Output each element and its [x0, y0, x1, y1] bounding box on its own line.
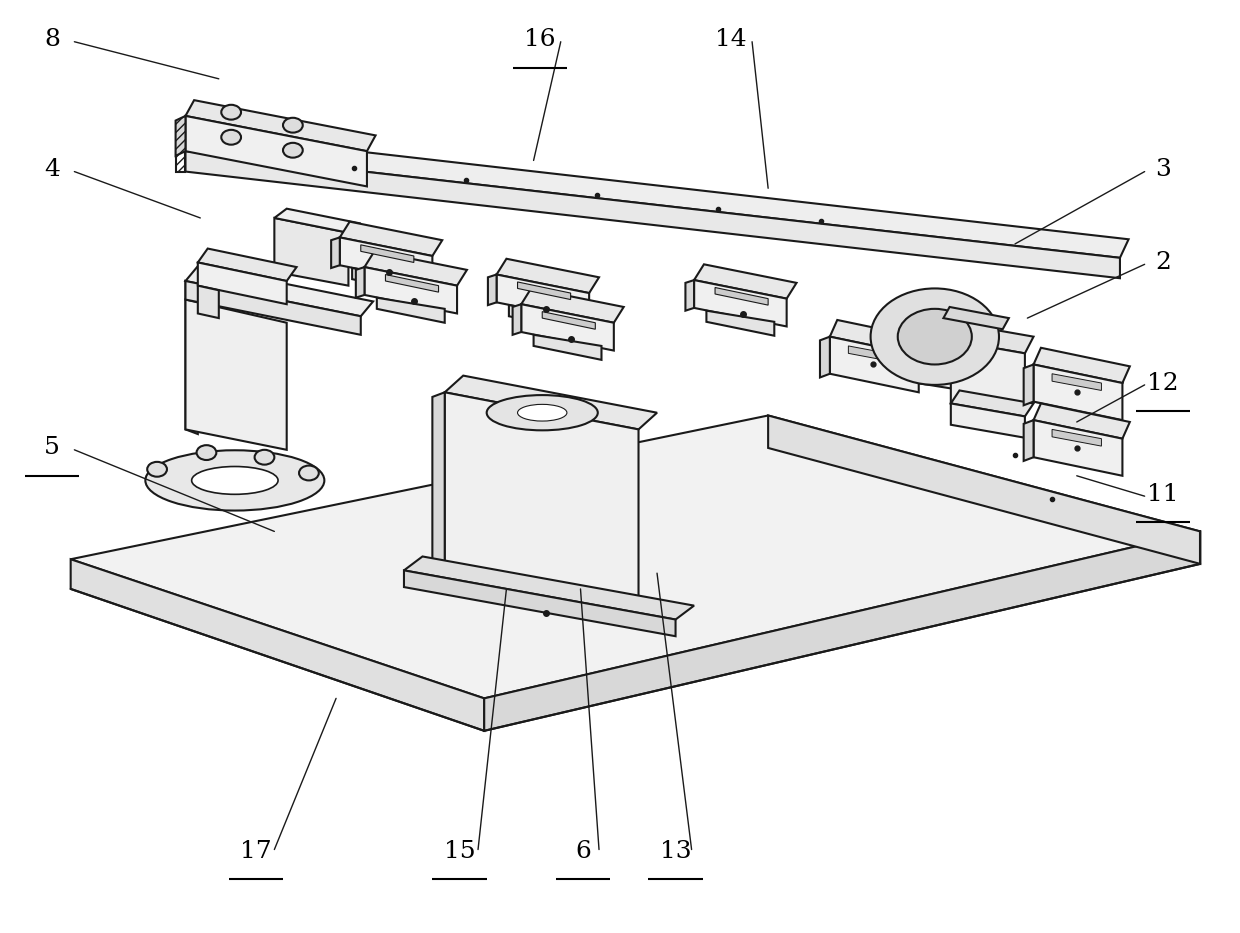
Ellipse shape: [486, 395, 598, 430]
Text: 5: 5: [45, 437, 60, 459]
Polygon shape: [340, 237, 433, 284]
Circle shape: [283, 118, 303, 132]
Polygon shape: [487, 274, 496, 305]
Circle shape: [148, 462, 167, 477]
Polygon shape: [186, 281, 361, 335]
Text: 16: 16: [525, 28, 556, 51]
Text: 17: 17: [241, 840, 272, 863]
Polygon shape: [842, 340, 1122, 397]
Polygon shape: [820, 337, 830, 378]
Polygon shape: [512, 304, 521, 335]
Polygon shape: [768, 415, 1200, 564]
Polygon shape: [186, 281, 198, 434]
Text: 11: 11: [1147, 482, 1179, 506]
Polygon shape: [848, 346, 898, 363]
Polygon shape: [186, 116, 367, 187]
Polygon shape: [386, 274, 439, 292]
Text: 15: 15: [444, 840, 475, 863]
Polygon shape: [842, 354, 1114, 414]
Polygon shape: [951, 403, 1025, 438]
Polygon shape: [186, 100, 376, 151]
Polygon shape: [377, 298, 445, 323]
Polygon shape: [274, 218, 348, 285]
Polygon shape: [830, 320, 926, 355]
Polygon shape: [951, 324, 1033, 354]
Polygon shape: [542, 312, 595, 329]
Circle shape: [898, 309, 972, 365]
Polygon shape: [331, 237, 340, 268]
Text: 3: 3: [1156, 159, 1171, 181]
Polygon shape: [484, 532, 1200, 731]
Polygon shape: [951, 341, 1025, 416]
Polygon shape: [361, 244, 414, 262]
Polygon shape: [1033, 348, 1130, 383]
Polygon shape: [1033, 420, 1122, 476]
Polygon shape: [365, 267, 458, 313]
Polygon shape: [694, 280, 786, 327]
Polygon shape: [71, 559, 484, 731]
Polygon shape: [404, 570, 676, 636]
Polygon shape: [198, 262, 286, 304]
Polygon shape: [176, 151, 186, 172]
Circle shape: [283, 143, 303, 158]
Polygon shape: [694, 264, 796, 299]
Ellipse shape: [145, 451, 325, 510]
Polygon shape: [1024, 365, 1033, 405]
Polygon shape: [71, 415, 1200, 699]
Polygon shape: [1033, 365, 1122, 420]
Polygon shape: [356, 267, 365, 298]
Text: 13: 13: [660, 840, 692, 863]
Polygon shape: [186, 299, 286, 450]
Polygon shape: [1033, 403, 1130, 439]
Circle shape: [221, 104, 241, 119]
Polygon shape: [951, 390, 1033, 416]
Circle shape: [299, 466, 319, 480]
Polygon shape: [1052, 374, 1101, 390]
Polygon shape: [715, 287, 768, 305]
Ellipse shape: [517, 404, 567, 421]
Polygon shape: [186, 132, 1128, 258]
Polygon shape: [830, 337, 919, 392]
Circle shape: [870, 288, 999, 385]
Text: 6: 6: [575, 840, 591, 863]
Circle shape: [221, 130, 241, 145]
Polygon shape: [496, 258, 599, 293]
Text: 2: 2: [1156, 251, 1171, 274]
Text: 14: 14: [715, 28, 746, 51]
Text: 8: 8: [45, 28, 60, 51]
Text: 12: 12: [1147, 371, 1179, 395]
Polygon shape: [533, 335, 601, 360]
Polygon shape: [508, 305, 577, 330]
Polygon shape: [186, 151, 1120, 278]
Polygon shape: [496, 274, 589, 321]
Polygon shape: [944, 307, 1009, 329]
Polygon shape: [352, 268, 420, 293]
Polygon shape: [521, 304, 614, 351]
Polygon shape: [1024, 420, 1033, 461]
Polygon shape: [176, 116, 186, 156]
Polygon shape: [274, 209, 361, 233]
Polygon shape: [445, 376, 657, 429]
Polygon shape: [433, 392, 445, 573]
Polygon shape: [340, 222, 443, 256]
Polygon shape: [517, 282, 570, 299]
Polygon shape: [707, 311, 774, 336]
Ellipse shape: [192, 466, 278, 494]
Polygon shape: [404, 556, 694, 620]
Polygon shape: [521, 288, 624, 323]
Text: 4: 4: [45, 159, 60, 181]
Polygon shape: [198, 248, 296, 281]
Polygon shape: [445, 392, 639, 606]
Circle shape: [197, 445, 216, 460]
Polygon shape: [186, 266, 373, 316]
Circle shape: [254, 450, 274, 465]
Polygon shape: [365, 251, 467, 285]
Polygon shape: [1052, 429, 1101, 446]
Polygon shape: [686, 280, 694, 311]
Polygon shape: [198, 285, 218, 318]
